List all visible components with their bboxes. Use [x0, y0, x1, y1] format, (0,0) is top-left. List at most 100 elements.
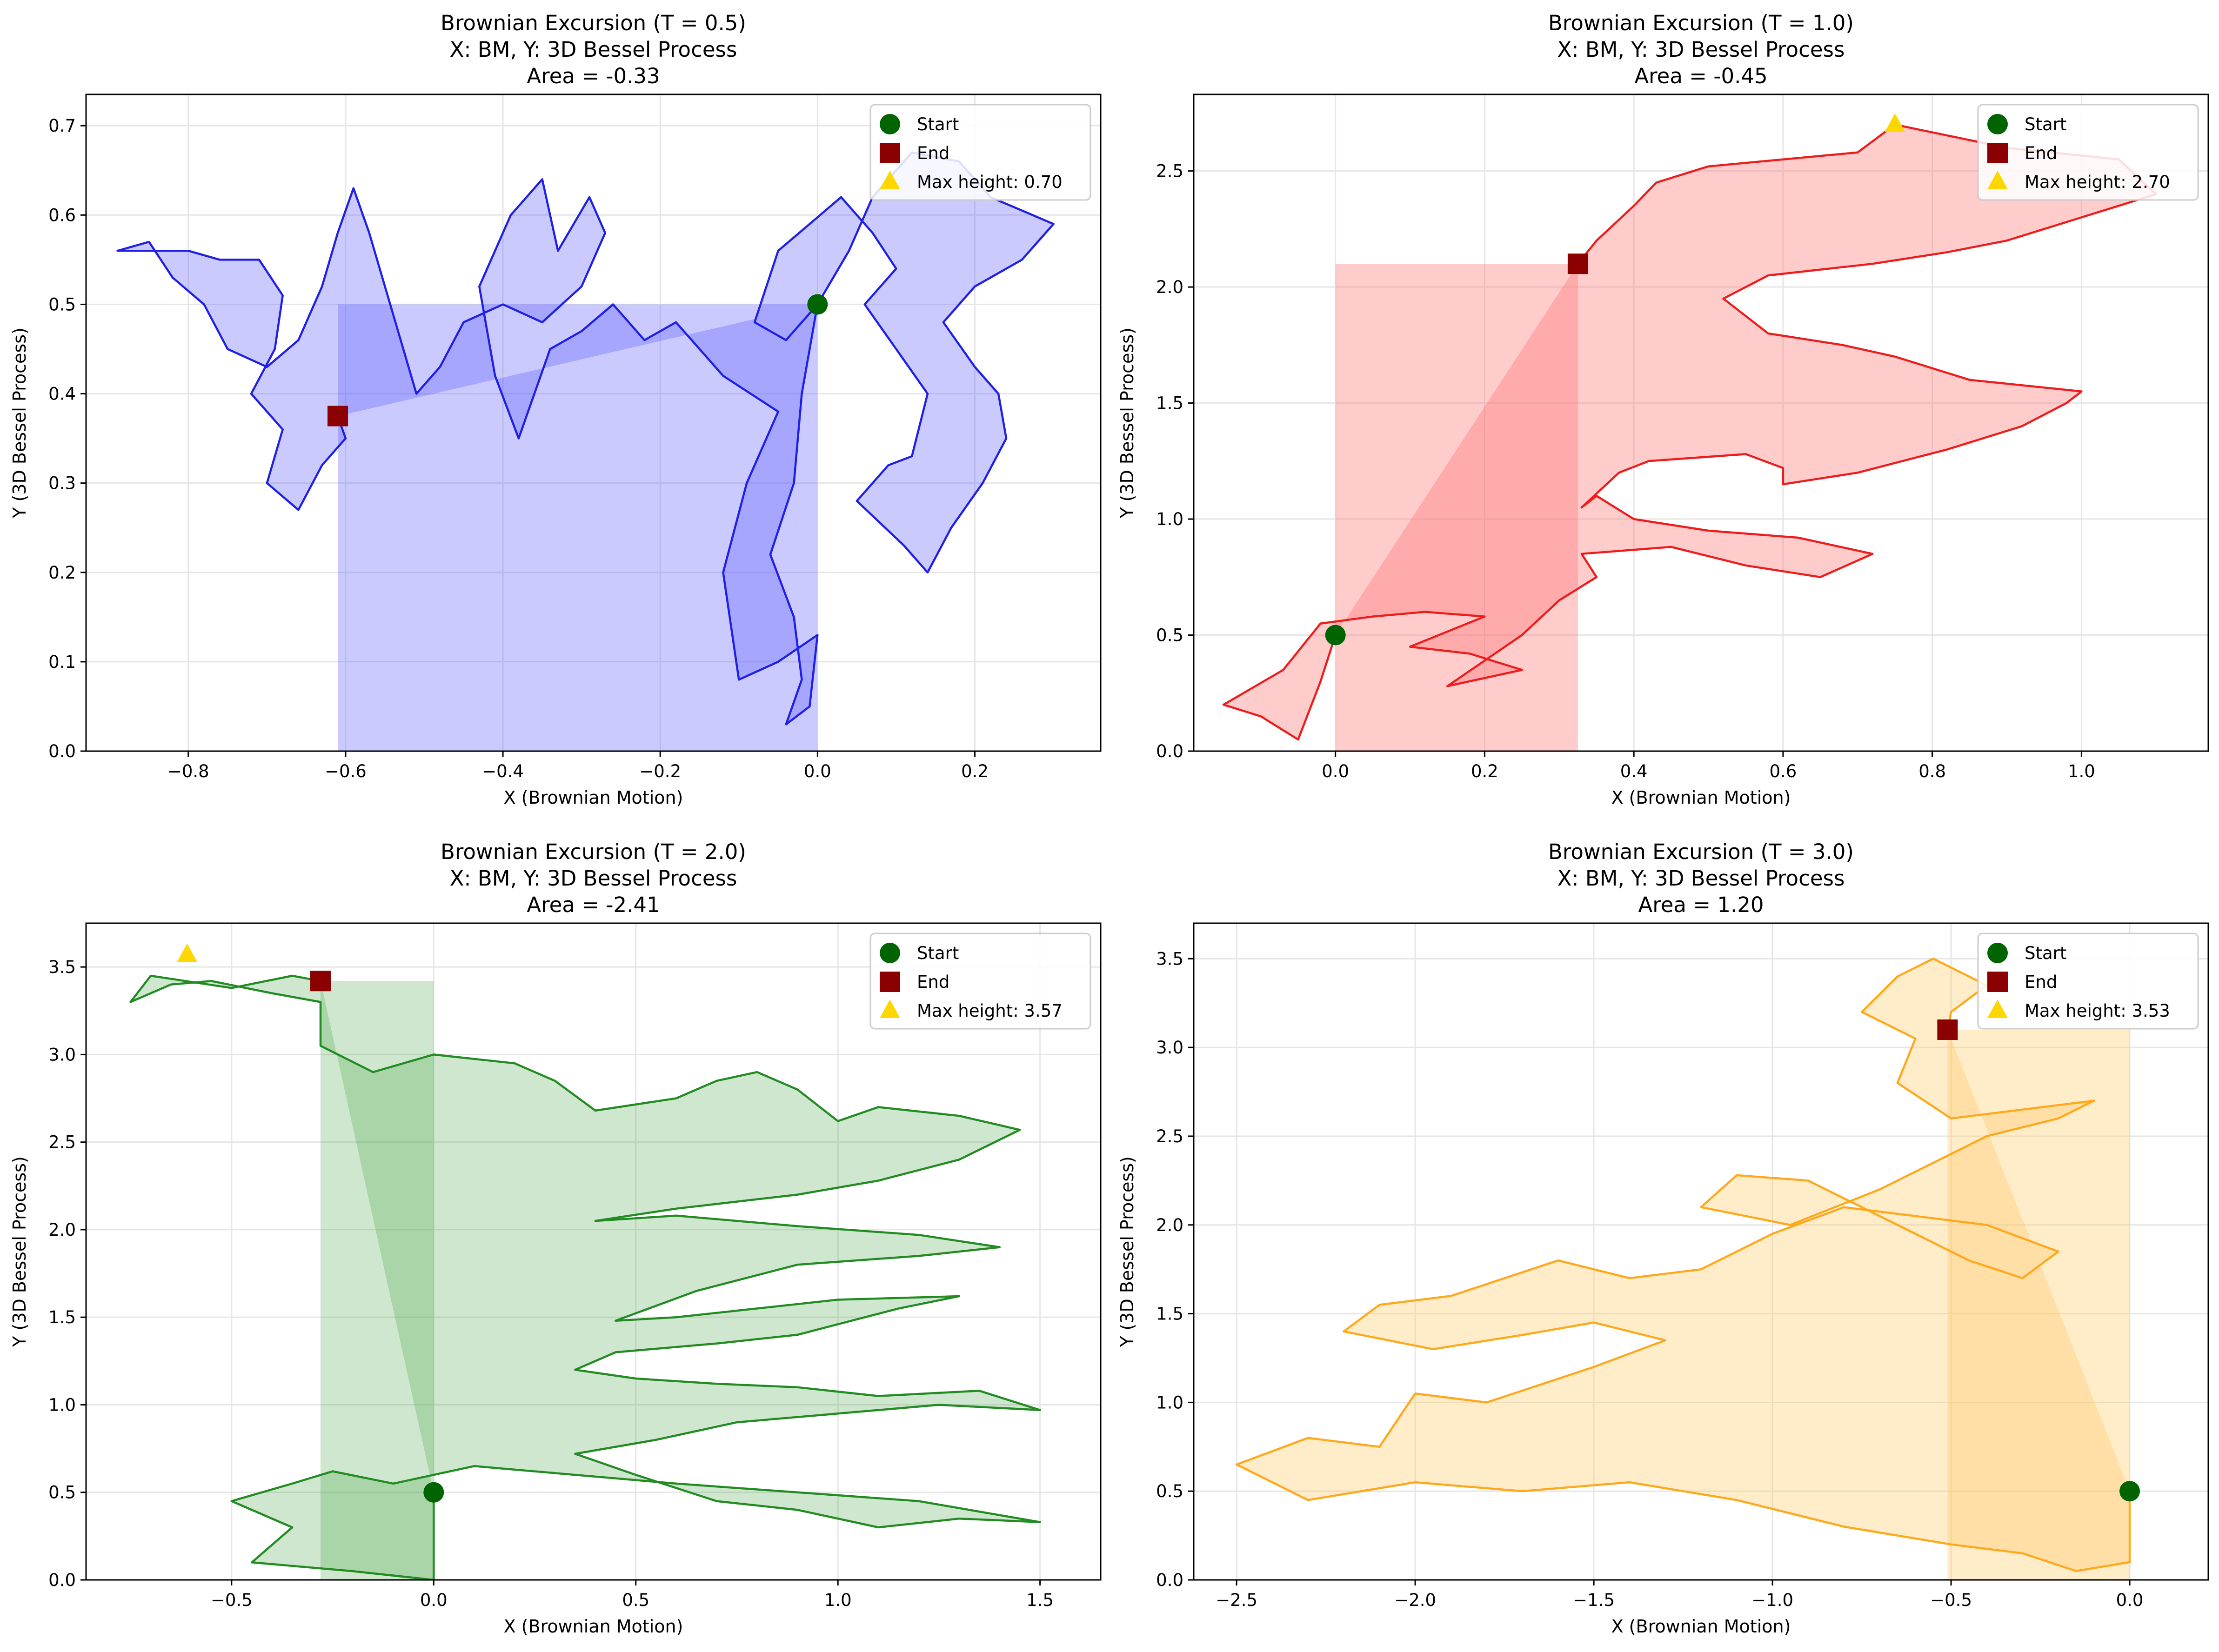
x-tick-label: 0.8 [1918, 761, 1946, 781]
x-tick-label: −0.8 [167, 761, 209, 781]
y-tick-label: 0.6 [48, 205, 76, 225]
y-tick-label: 1.0 [1156, 1392, 1183, 1412]
legend-label: Max height: 3.57 [917, 1001, 1063, 1021]
axes-frame [1193, 922, 2209, 1581]
x-tick-label: −1.0 [1751, 1590, 1793, 1610]
legend-label: Start [2025, 943, 2066, 963]
legend: Start End Max height: 2.70 [1977, 104, 2199, 201]
x-tick-label: 0.0 [2116, 1590, 2144, 1610]
legend-end-marker [1987, 972, 2008, 992]
y-axis-label: Y (3D Bessel Process) [9, 1156, 30, 1347]
x-axis-label: X (Brownian Motion) [504, 787, 683, 808]
legend: Start End Max height: 3.53 [1977, 933, 2199, 1030]
legend-label: Start [917, 943, 959, 963]
y-tick-label: 0.5 [1156, 1481, 1183, 1501]
legend-label: End [2025, 972, 2057, 992]
x-tick-label: 1.0 [824, 1590, 852, 1610]
y-tick-label: 3.0 [48, 1045, 76, 1065]
x-tick-label: 0.0 [1322, 761, 1349, 781]
legend-label: Max height: 3.53 [2025, 1001, 2170, 1021]
chart-title-line: Area = 1.20 [1638, 893, 1764, 917]
start-marker [423, 1482, 444, 1503]
y-tick-label: 0.7 [48, 116, 76, 136]
y-tick-label: 0.0 [1156, 741, 1183, 761]
axes-frame [85, 922, 1102, 1581]
y-tick-label: 2.0 [1156, 277, 1183, 297]
y-tick-label: 1.5 [1156, 1304, 1183, 1324]
chart-title-line: X: BM, Y: 3D Bessel Process [450, 866, 737, 891]
chart-title-line: X: BM, Y: 3D Bessel Process [450, 37, 737, 62]
legend-max-marker [1987, 171, 2008, 189]
y-axis-label: Y (3D Bessel Process) [9, 327, 30, 519]
y-tick-label: 2.5 [1156, 161, 1183, 181]
chart-title-line: Brownian Excursion (T = 1.0) [1548, 11, 1854, 35]
subplot-2: Brownian Excursion (T = 1.0)X: BM, Y: 3D… [1117, 11, 2209, 808]
x-tick-label: −0.6 [325, 761, 367, 781]
y-tick-label: 2.5 [1156, 1126, 1183, 1146]
x-tick-label: −2.5 [1216, 1590, 1257, 1610]
y-tick-label: 0.5 [1156, 626, 1183, 646]
plot-area [116, 151, 1055, 751]
legend-start-marker [880, 114, 900, 134]
x-tick-label: 1.5 [1026, 1590, 1054, 1610]
y-tick-label: 3.0 [1156, 1038, 1183, 1058]
x-tick-label: 0.4 [1620, 761, 1648, 781]
subplot-1: Brownian Excursion (T = 0.5)X: BM, Y: 3D… [9, 11, 1102, 808]
legend-box [869, 104, 1091, 201]
y-tick-label: 1.0 [48, 1395, 76, 1415]
legend-end-marker [1987, 143, 2008, 163]
y-tick-label: 1.5 [1156, 393, 1183, 413]
x-tick-label: −0.5 [1930, 1590, 1972, 1610]
legend-label: Max height: 2.70 [2025, 172, 2170, 192]
y-tick-label: 0.0 [48, 741, 76, 761]
chart-title-line: Brownian Excursion (T = 2.0) [441, 839, 746, 864]
x-axis-label: X (Brownian Motion) [1611, 787, 1791, 808]
legend-start-marker [1987, 943, 2008, 963]
plot-area [1235, 958, 2140, 1580]
legend-label: End [2025, 143, 2057, 163]
y-tick-label: 0.5 [48, 294, 76, 314]
end-marker [310, 971, 331, 992]
x-tick-label: −0.4 [482, 761, 524, 781]
y-tick-label: 1.0 [1156, 509, 1183, 529]
legend-label: Max height: 0.70 [917, 172, 1063, 192]
subplot-3: Brownian Excursion (T = 2.0)X: BM, Y: 3D… [9, 839, 1102, 1637]
legend-label: End [917, 972, 949, 992]
y-tick-label: 3.5 [1156, 949, 1183, 969]
max-height-marker [177, 943, 198, 962]
trajectory-fill [1236, 959, 2130, 1571]
x-tick-label: 0.2 [961, 761, 989, 781]
x-axis-label: X (Brownian Motion) [1611, 1616, 1791, 1637]
y-tick-label: 0.2 [48, 563, 76, 583]
x-tick-label: 1.0 [2068, 761, 2095, 781]
grid [86, 923, 1101, 1581]
legend-max-marker [880, 171, 900, 189]
legend-start-marker [880, 943, 900, 963]
start-marker [1325, 625, 1346, 646]
chart-title-line: X: BM, Y: 3D Bessel Process [1557, 37, 1845, 62]
y-axis-label: Y (3D Bessel Process) [1117, 1156, 1137, 1347]
y-tick-label: 2.0 [1156, 1215, 1183, 1235]
legend-label: End [917, 143, 949, 163]
legend-max-marker [1987, 999, 2008, 1018]
x-tick-label: −0.2 [639, 761, 681, 781]
plot-area [129, 943, 1041, 1580]
end-marker [1937, 1019, 1958, 1040]
y-tick-label: 0.1 [48, 652, 76, 672]
y-tick-label: 1.5 [48, 1307, 76, 1327]
x-tick-label: −2.0 [1394, 1590, 1436, 1610]
start-marker [807, 294, 828, 315]
trajectory-line [129, 974, 1041, 1580]
x-axis-label: X (Brownian Motion) [504, 1616, 683, 1637]
axes-frame [1193, 93, 2209, 752]
x-tick-label: −1.5 [1573, 1590, 1615, 1610]
y-tick-label: 0.3 [48, 473, 76, 493]
end-marker [328, 406, 348, 426]
legend-start-marker [1987, 114, 2008, 134]
trajectory-line [1235, 958, 2131, 1572]
y-tick-label: 0.0 [1156, 1570, 1183, 1590]
y-tick-label: 2.5 [48, 1132, 76, 1152]
y-tick-label: 0.0 [48, 1570, 76, 1590]
chart-title-line: Brownian Excursion (T = 0.5) [441, 11, 746, 35]
